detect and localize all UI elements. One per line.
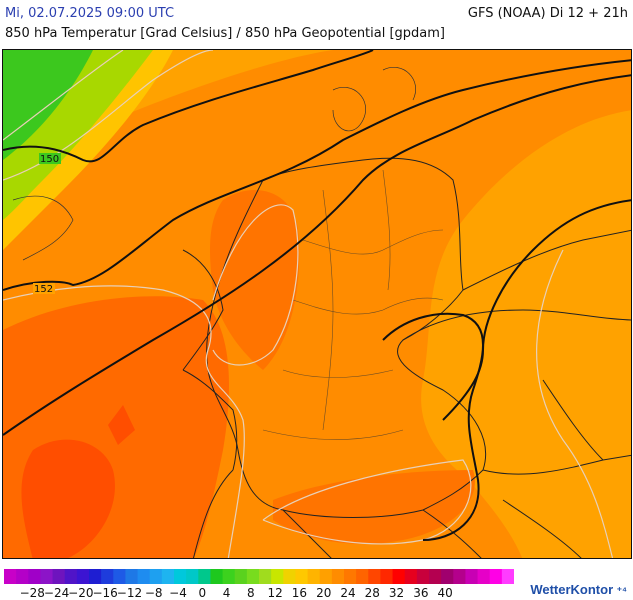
scale-tick-label: −4 [169,586,187,600]
scale-swatch [489,569,503,584]
scale-swatch [40,569,54,584]
scale-tick-label: −20 [68,586,94,600]
scale-swatch [137,569,151,584]
scale-tick-label: −8 [144,586,163,600]
scale-swatch [52,569,66,584]
scale-swatch [234,569,248,584]
logo-icon: ⁺⁴ [616,586,627,597]
scale-tick-label: 36 [413,586,429,600]
contour-156b [382,312,484,541]
scale-swatch [344,569,357,584]
scale-swatch [368,569,381,584]
map-subtitle: 850 hPa Temperatur [Grad Celsius] / 850 … [5,26,446,41]
temperature-map: 150 152 [2,49,632,559]
scale-swatch [76,569,90,584]
scale-swatch [4,569,17,584]
scale-swatch [210,569,224,584]
scale-swatch [477,569,491,584]
scale-swatch [429,569,442,584]
wetterkontor-logo[interactable]: WetterKontor ⁺⁴ [530,582,627,597]
scale-swatch [392,569,406,584]
scale-swatch [28,569,41,584]
scale-swatch [16,569,29,584]
scale-tick-label: −28 [19,586,45,600]
temperature-field-hot-center [210,190,300,370]
forecast-datetime: Mi, 02.07.2025 09:00 UTC [5,6,175,21]
scale-swatch [441,569,454,584]
temperature-field-hottest [21,439,115,558]
contour-label-152: 152 [34,284,53,295]
scale-tick-label: −12 [116,586,143,600]
scale-swatch [64,569,78,584]
coastlines [12,67,416,261]
model-run-label: GFS (NOAA) Di 12 + 21h [467,6,628,21]
scale-tick-label: 32 [388,586,405,600]
scale-tick-label: 28 [364,586,380,600]
scale-swatch [465,569,479,584]
color-scale-labels: −28 −24 −20 −16 −12 −8 −4 0 4 8 12 16 20 24 28 32 36 40 [4,586,524,600]
scale-swatch [89,569,102,584]
contour-label-150: 150 [40,154,59,165]
scale-swatch [271,569,284,584]
scale-tick-label: 0 [198,586,207,600]
scale-swatch [246,569,260,584]
scale-swatch [331,569,345,584]
scale-tick-label: −24 [43,586,70,600]
scale-swatch [404,569,418,584]
color-scale-bar [4,569,515,584]
scale-swatch [125,569,139,584]
temperature-field-hottest-spot [108,405,135,445]
contour-152 [3,59,631,291]
scale-tick-label: −16 [92,586,118,600]
scale-swatch [380,569,394,584]
scale-swatch [295,569,309,584]
scale-swatch [174,569,187,584]
geopotential-contours [3,50,631,541]
map-canvas: 150 152 [3,50,631,558]
scale-tick-label: 20 [316,586,332,600]
scale-swatch [149,569,163,584]
scale-tick-label: 12 [267,586,283,600]
scale-swatch [101,569,114,584]
scale-tick-label: 8 [247,586,255,600]
state-borders [262,169,444,440]
scale-swatch [259,569,272,584]
scale-tick-label: 4 [222,586,231,600]
scale-swatch [453,569,466,584]
contour-154 [3,74,631,436]
temperature-field-hot-south [273,470,475,544]
scale-swatch [356,569,369,584]
scale-swatch [198,569,211,584]
logo-text: WetterKontor [530,582,614,597]
scale-swatch [307,569,321,584]
contour-150 [3,50,374,163]
scale-tick-label: 24 [340,586,356,600]
scale-swatch [501,569,515,584]
scale-swatch [113,569,126,584]
scale-swatch [283,569,296,584]
contour-156a [442,199,631,421]
country-borders [182,157,631,558]
scale-swatch [416,569,430,584]
scale-swatch [222,569,236,584]
contour-labels: 150 152 [33,153,61,295]
scale-swatch [161,569,175,584]
scale-swatch [186,569,199,584]
scale-tick-label: 40 [437,586,453,600]
scale-tick-label: 16 [291,586,308,600]
scale-swatch [319,569,333,584]
color-scale-swatches [4,569,515,584]
